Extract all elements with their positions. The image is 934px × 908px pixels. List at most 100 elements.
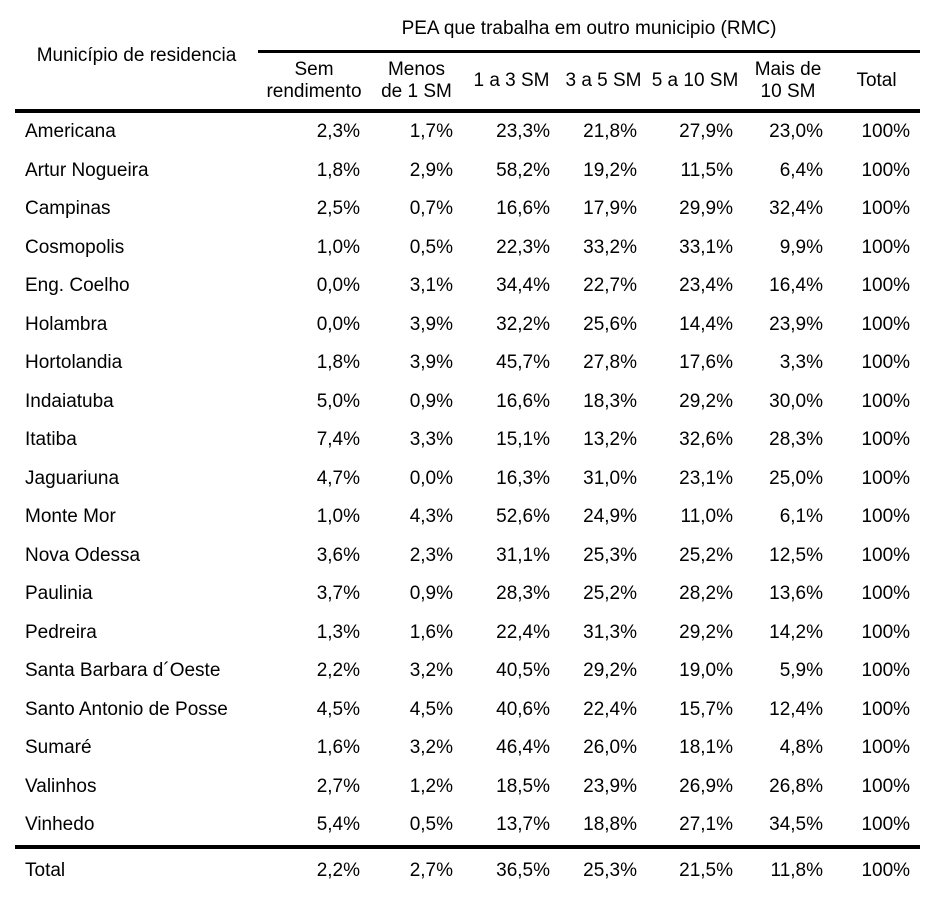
municipality-name-cell: Nova Odessa (25, 544, 141, 566)
group-header-pea: PEA que trabalha em outro municipio (RMC… (258, 8, 921, 53)
value-cell: 18,1% (679, 737, 733, 759)
value-cell: 3,3% (779, 352, 823, 374)
value-cell: 4,8% (779, 737, 823, 759)
value-cell: 28,3% (769, 429, 823, 451)
value-cell: 16,4% (769, 275, 823, 297)
table-row: Vinhedo 5,4% 0,5% 13,7% 18,8% 27,1% 34,5% 100% (15, 806, 920, 847)
value-cell: 31,3% (583, 621, 637, 643)
value-cell: 45,7% (496, 352, 550, 374)
municipality-name-cell: Monte Mor (25, 506, 116, 528)
value-cell: 17,6% (679, 352, 733, 374)
value-cell: 23,9% (583, 775, 637, 797)
value-cell: 100% (861, 698, 911, 720)
value-cell: 0,5% (409, 236, 453, 258)
value-cell: 4,5% (316, 698, 360, 720)
total-value-cell: 25,3% (560, 844, 647, 893)
value-cell: 3,2% (409, 660, 453, 682)
value-cell: 23,0% (769, 121, 823, 143)
value-cell: 15,7% (679, 698, 733, 720)
value-cell: 3,6% (316, 544, 360, 566)
municipality-name-cell: Itatiba (25, 429, 77, 451)
value-cell: 9,9% (779, 236, 823, 258)
value-cell: 100% (861, 544, 911, 566)
value-cell: 1,8% (316, 352, 360, 374)
value-cell: 32,2% (496, 313, 550, 335)
value-cell: 100% (861, 159, 911, 181)
value-cell: 0,0% (316, 275, 360, 297)
value-cell: 3,3% (409, 429, 453, 451)
table-row: Indaiatuba 5,0% 0,9% 16,6% 18,3% 29,2% 30,0% 10… (15, 383, 920, 422)
value-cell: 6,1% (779, 506, 823, 528)
value-cell: 14,2% (769, 621, 823, 643)
value-cell: 3,9% (409, 352, 453, 374)
group-header-row: Município de residencia PEA que trabalha… (15, 8, 921, 113)
column-header-mais-de-10-sm: Mais de 10 SM (743, 51, 833, 113)
value-cell: 100% (861, 506, 911, 528)
table-row: Santo Antonio de Posse 4,5% 4,5% 40,6% 22,4%… (15, 691, 920, 730)
table-row: Jaguariuna 4,7% 0,0% 16,3% 31,0% 23,1% 25,0% 10… (15, 460, 920, 499)
value-cell: 100% (861, 121, 911, 143)
table-row: Valinhos 2,7% 1,2% 18,5% 23,9% 26,9% 26,8% 100% (15, 768, 920, 807)
table-row: Cosmopolis 1,0% 0,5% 22,3% 33,2% 33,1% 9,9% 100… (15, 229, 920, 268)
value-cell: 32,4% (769, 198, 823, 220)
value-cell: 100% (861, 429, 911, 451)
municipality-name-cell: Eng. Coelho (25, 275, 130, 297)
value-cell: 27,8% (583, 352, 637, 374)
municipality-name-cell: Hortolandia (25, 352, 123, 374)
value-cell: 100% (861, 583, 911, 605)
column-header-sem-rendimento: Sem rendimento (258, 51, 370, 113)
value-cell: 40,5% (496, 660, 550, 682)
table-row: Americana 2,3% 1,7% 23,3% 21,8% 27,9% 23,0% 100… (15, 111, 920, 152)
value-cell: 25,2% (679, 544, 733, 566)
municipality-name-cell: Sumaré (25, 737, 92, 759)
table-row: Holambra 0,0% 3,9% 32,2% 25,6% 14,4% 23,9% 100% (15, 306, 920, 345)
table-row: Paulinia 3,7% 0,9% 28,3% 25,2% 28,2% 13,6% 100% (15, 575, 920, 614)
value-cell: 28,2% (679, 583, 733, 605)
value-cell: 2,3% (316, 121, 360, 143)
value-cell: 1,6% (316, 737, 360, 759)
value-cell: 14,4% (679, 313, 733, 335)
value-cell: 13,7% (496, 814, 550, 836)
value-cell: 100% (861, 275, 911, 297)
value-cell: 4,3% (409, 506, 453, 528)
municipality-name-cell: Paulinia (25, 583, 93, 605)
value-cell: 29,9% (679, 198, 733, 220)
value-cell: 27,1% (679, 814, 733, 836)
table-row: Hortolandia 1,8% 3,9% 45,7% 27,8% 17,6% 3,3% 10… (15, 344, 920, 383)
value-cell: 19,0% (679, 660, 733, 682)
table-row: Campinas 2,5% 0,7% 16,6% 17,9% 29,9% 32,4% 100% (15, 190, 920, 229)
value-cell: 2,2% (316, 660, 360, 682)
value-cell: 19,2% (583, 159, 637, 181)
column-header-total: Total (833, 51, 921, 113)
value-cell: 11,5% (680, 159, 733, 181)
value-cell: 25,6% (583, 313, 637, 335)
value-cell: 25,0% (769, 467, 823, 489)
value-cell: 26,0% (583, 737, 637, 759)
table-row: Sumaré 1,6% 3,2% 46,4% 26,0% 18,1% 4,8% 100% (15, 729, 920, 768)
total-value-cell: 11,8% (743, 844, 833, 893)
value-cell: 4,7% (316, 467, 360, 489)
value-cell: 16,3% (496, 467, 550, 489)
value-cell: 28,3% (496, 583, 550, 605)
table-row: Artur Nogueira 1,8% 2,9% 58,2% 19,2% 11,5% 6,4… (15, 152, 920, 191)
value-cell: 100% (861, 775, 911, 797)
value-cell: 15,1% (496, 429, 550, 451)
value-cell: 100% (861, 352, 911, 374)
value-cell: 22,4% (583, 698, 637, 720)
value-cell: 29,2% (679, 621, 733, 643)
municipality-name-cell: Santa Barbara d´Oeste (25, 660, 221, 682)
value-cell: 100% (861, 814, 911, 836)
column-header-1-a-3-sm: 1 a 3 SM (463, 51, 560, 113)
total-value-cell: 36,5% (463, 844, 560, 893)
value-cell: 21,8% (583, 121, 637, 143)
value-cell: 0,9% (409, 390, 453, 412)
total-value-cell: 21,5% (647, 844, 743, 893)
value-cell: 0,5% (409, 814, 453, 836)
value-cell: 31,0% (583, 467, 637, 489)
value-cell: 25,2% (583, 583, 637, 605)
value-cell: 29,2% (679, 390, 733, 412)
value-cell: 100% (861, 737, 911, 759)
value-cell: 3,9% (409, 313, 453, 335)
value-cell: 1,3% (316, 621, 360, 643)
municipality-name-cell: Vinhedo (25, 814, 95, 836)
